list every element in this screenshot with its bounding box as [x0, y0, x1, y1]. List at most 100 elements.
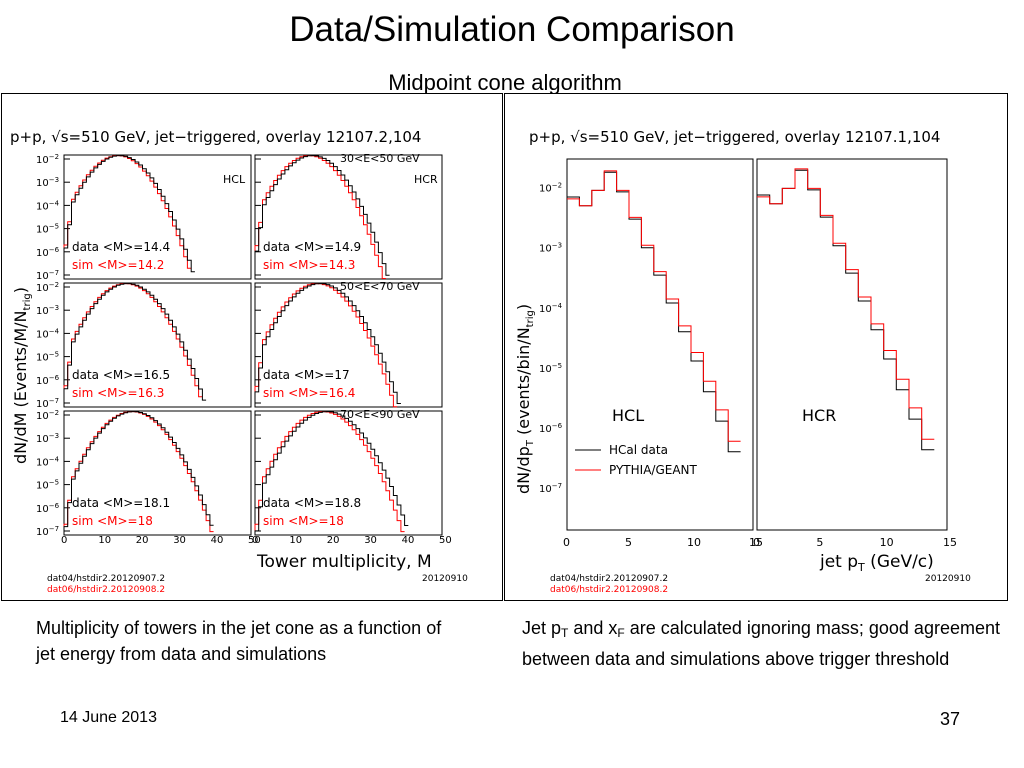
data-histogram	[254, 283, 401, 407]
data-mean-label: data <M>=18.8	[263, 496, 361, 510]
y-tick-label: 10−5	[36, 479, 59, 492]
y-tick-label: 10−4	[36, 455, 60, 468]
x-tick-label: 0	[563, 536, 570, 549]
x-tick-label: 40	[211, 535, 224, 546]
energy-range-label: 30<E<50 GeV	[340, 152, 420, 165]
data-mean-label: data <M>=16.5	[72, 368, 170, 382]
panel-frame	[254, 410, 443, 536]
footnote-sim: dat06/hstdir2.20120908.2	[47, 585, 165, 595]
panel-frame	[63, 282, 252, 408]
sim-mean-label: sim <M>=16.3	[72, 386, 164, 400]
x-tick-label: 5	[816, 536, 823, 549]
sim-mean-label: sim <M>=16.4	[263, 386, 355, 400]
x-tick-label: 15	[749, 536, 763, 549]
x-tick-label: 10	[98, 535, 111, 546]
panel-frame	[63, 410, 252, 536]
data-histogram	[63, 411, 214, 535]
y-tick-label: 10−6	[36, 374, 60, 387]
data-series-line	[567, 171, 741, 453]
legend-label-data: HCal data	[609, 443, 668, 457]
x-tick-label: 0	[252, 535, 258, 546]
y-tick-label: 10−6	[539, 422, 563, 435]
panel-label: HCL	[612, 406, 644, 425]
data-histogram	[254, 411, 409, 535]
multiplicity-panels: 10−2 10−3 10−4 10−5 10−6 10−7 data <M>=14.4 sim…	[36, 152, 452, 546]
x-tick-label: 10	[880, 536, 894, 549]
side-label: HCL	[223, 173, 246, 186]
panel-frame	[63, 154, 252, 280]
data-histogram	[63, 155, 195, 279]
x-tick-label: 20	[327, 535, 340, 546]
chart-title: p+p, √s=510 GeV, jet−triggered, overlay …	[10, 128, 421, 146]
panel-frame	[756, 158, 948, 531]
y-tick-label: 10−4	[36, 327, 60, 340]
data-mean-label: data <M>=14.4	[72, 240, 170, 254]
x-tick-label: 30	[364, 535, 377, 546]
sim-mean-label: sim <M>=14.3	[263, 258, 355, 272]
data-histogram	[63, 283, 207, 407]
x-tick-label: 10	[289, 535, 302, 546]
y-axis-label: dN/dM (Events/M/Ntrig)	[11, 287, 33, 464]
x-axis-label: Tower multiplicity, M	[256, 552, 432, 572]
y-tick-label: 10−2	[36, 281, 59, 294]
y-axis-label: dN/dpT (events/bin/Ntrig)	[514, 304, 536, 494]
slide-title: Data/Simulation Comparison	[289, 10, 735, 49]
panel-frame	[566, 158, 754, 531]
y-tick-label: 10−5	[36, 223, 59, 236]
y-tick-label: 10−2	[539, 182, 562, 195]
chart-title: p+p, √s=510 GeV, jet−triggered, overlay …	[529, 128, 940, 146]
y-tick-label: 10−3	[539, 242, 562, 255]
x-tick-label: 50	[439, 535, 452, 546]
caption-left: Multiplicity of towers in the jet cone a…	[36, 618, 442, 664]
side-label: HCR	[414, 173, 438, 186]
footnote-sim: dat06/hstdir2.20120908.2	[550, 585, 668, 595]
y-tick-label: 10−7	[539, 482, 562, 495]
x-tick-label: 30	[173, 535, 186, 546]
footnote-data: dat04/hstdir2.20120907.2	[47, 574, 165, 584]
x-axis-label: jet pT (GeV/c)	[819, 552, 934, 574]
panel-frame	[254, 282, 443, 408]
data-histogram	[254, 155, 390, 279]
y-tick-label: 10−5	[539, 362, 562, 375]
slide-date: 14 June 2013	[60, 709, 157, 726]
jet-pt-chart: p+p, √s=510 GeV, jet−triggered, overlay …	[504, 93, 1008, 601]
energy-range-label: 50<E<70 GeV	[340, 280, 420, 293]
sim-mean-label: sim <M>=18	[263, 514, 344, 528]
y-tick-label: 10−7	[36, 525, 59, 538]
sim-mean-label: sim <M>=18	[72, 514, 153, 528]
data-mean-label: data <M>=18.1	[72, 496, 170, 510]
sim-series-line	[757, 168, 935, 440]
footnote-data: dat04/hstdir2.20120907.2	[550, 574, 668, 584]
sim-mean-label: sim <M>=14.2	[72, 258, 164, 272]
page-number: 37	[940, 709, 961, 729]
data-mean-label: data <M>=17	[263, 368, 350, 382]
x-tick-label: 40	[402, 535, 415, 546]
y-tick-label: 10−6	[36, 502, 60, 515]
panel-frame	[254, 154, 443, 280]
x-tick-label: 0	[61, 535, 67, 546]
x-tick-label: 15	[943, 536, 957, 549]
y-tick-label: 10−4	[539, 302, 563, 315]
x-tick-label: 0	[753, 536, 760, 549]
y-tick-label: 10−3	[36, 304, 59, 317]
data-series-line	[757, 169, 935, 451]
jet-pt-panels: HCL 0 5 10 15 HCR 0 5 10 15 10−2 10−3 10−4 10−5 10−6 10…	[539, 158, 957, 549]
sim-series-line	[567, 170, 741, 442]
sim-histogram	[254, 155, 386, 279]
y-tick-label: 10−2	[36, 409, 59, 422]
footnote-date: 20120910	[925, 574, 971, 584]
x-tick-label: 5	[625, 536, 632, 549]
x-tick-label: 10	[687, 536, 701, 549]
slide-subtitle: Midpoint cone algorithm	[388, 70, 622, 95]
footnote-date: 20120910	[422, 574, 468, 584]
y-tick-label: 10−6	[36, 246, 60, 259]
x-tick-label: 20	[136, 535, 149, 546]
data-mean-label: data <M>=14.9	[263, 240, 361, 254]
caption-right: Jet pT and xF are calculated ignoring ma…	[522, 618, 1000, 669]
y-tick-label: 10−3	[36, 432, 59, 445]
y-tick-label: 10−4	[36, 199, 60, 212]
energy-range-label: 70<E<90 GeV	[340, 408, 420, 421]
y-tick-label: 10−3	[36, 176, 59, 189]
panel-label: HCR	[802, 406, 836, 425]
y-tick-label: 10−2	[36, 153, 59, 166]
